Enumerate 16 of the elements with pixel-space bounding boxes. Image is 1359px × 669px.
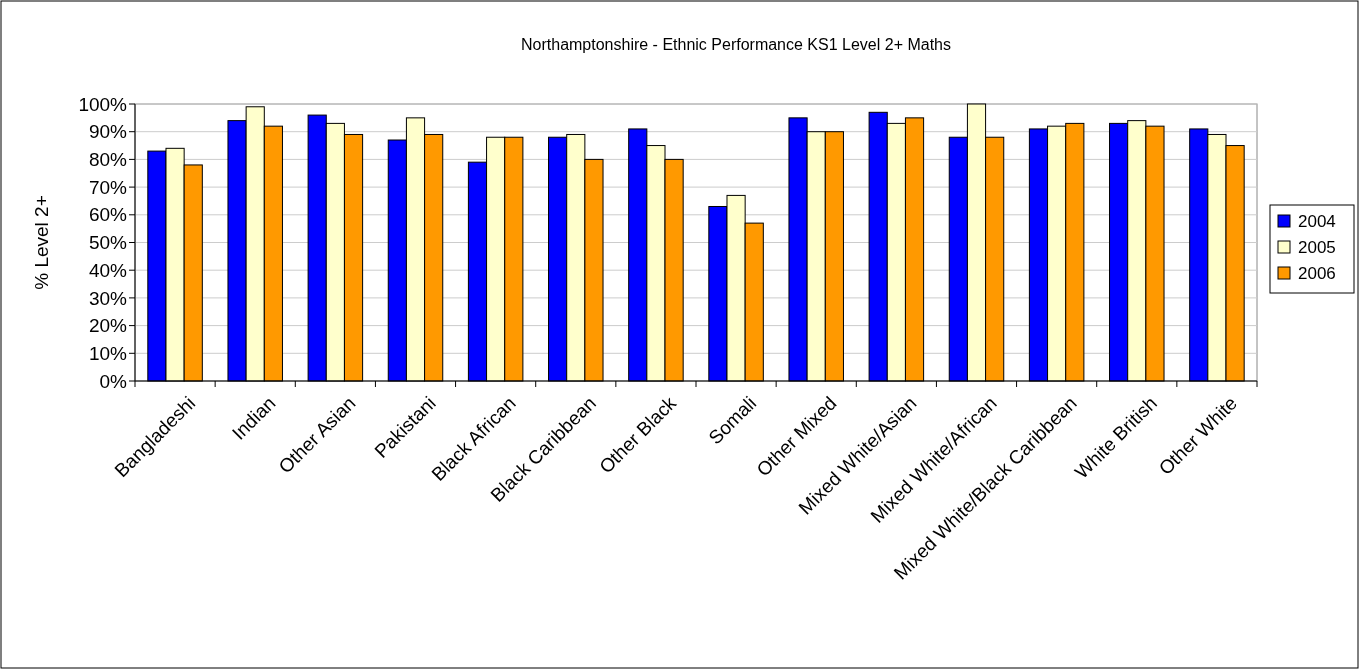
y-tick-label: 40%: [88, 259, 128, 281]
legend-label: 2004: [1298, 211, 1336, 231]
legend-label: 2006: [1298, 263, 1336, 283]
y-tick-label: 100%: [78, 93, 128, 115]
y-tick-label: 70%: [88, 176, 128, 198]
y-tick-label: 10%: [88, 342, 128, 364]
y-tick-label: 60%: [88, 204, 128, 226]
y-tick-label: 50%: [88, 232, 128, 254]
y-tick-label: 30%: [88, 287, 128, 309]
legend-label: 2005: [1298, 237, 1336, 257]
y-tick-label: 0%: [99, 370, 128, 392]
y-axis-title: % Level 2+: [31, 195, 52, 290]
y-tick-label: 20%: [88, 315, 128, 337]
y-tick-label: 90%: [88, 121, 128, 143]
chart-title: Northamptonshire - Ethnic Performance KS1 Level 2+ Maths: [521, 36, 951, 53]
y-tick-label: 80%: [88, 149, 128, 171]
